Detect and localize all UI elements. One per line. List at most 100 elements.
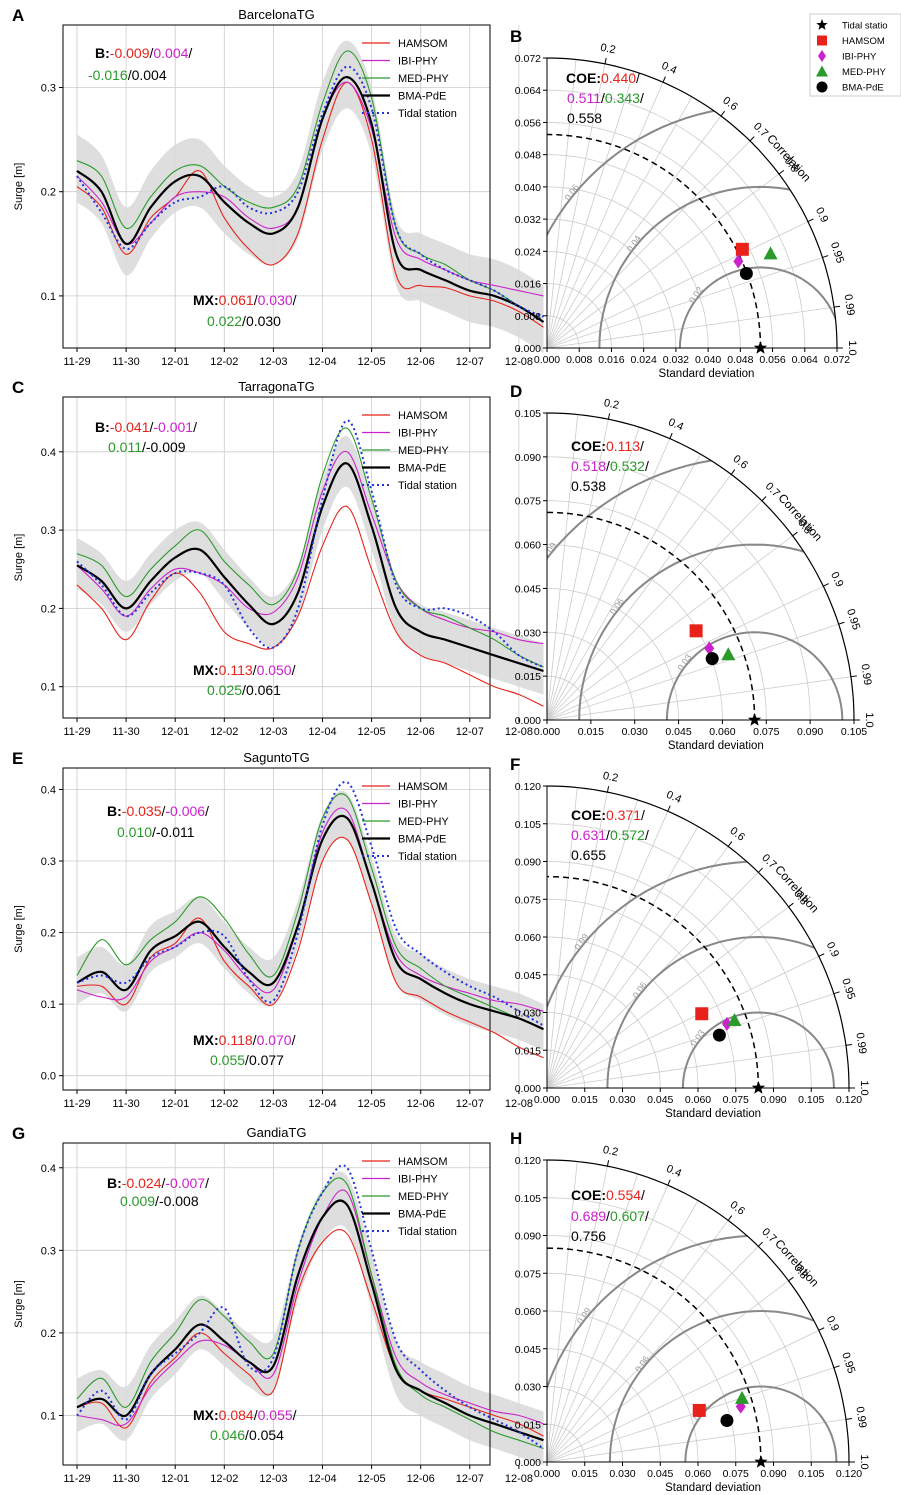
sd-arc <box>547 1423 586 1463</box>
series-line-hamsom <box>76 81 544 328</box>
correlation-tick-label: 0.99 <box>853 1032 868 1055</box>
annotation-value: COE: <box>571 807 606 823</box>
rms-contour <box>598 185 837 348</box>
y-tick-label: 0.030 <box>515 1382 541 1394</box>
annotation-value: -0.024 <box>122 1175 162 1191</box>
points <box>689 624 762 726</box>
mx-annotation: MX:0.113/0.050/ <box>193 662 296 678</box>
sd-arc <box>547 631 636 720</box>
annotation-value: B: <box>95 419 110 435</box>
rms-contour-label: 0.04 <box>625 234 643 254</box>
legend-label: MED-PHY <box>398 445 449 457</box>
annotation-value: / <box>640 438 644 454</box>
legend-label: MED-PHY <box>842 67 886 78</box>
correlation-tick <box>823 583 829 587</box>
x-tick-label: 12-06 <box>407 356 435 368</box>
annotation-value: / <box>128 67 132 83</box>
annotation-value: / <box>152 824 156 840</box>
bias-annotation-line2: 0.010/-0.011 <box>117 824 195 840</box>
sd-arc <box>547 186 709 348</box>
panel-letter: D <box>510 382 522 401</box>
annotation-value: 0.011 <box>108 439 142 455</box>
y-tick-label: 0.048 <box>515 150 541 162</box>
annotation-value: / <box>606 827 610 843</box>
rms-contour-label: 0.09 <box>540 540 558 560</box>
legend-label: BMA-PdE <box>398 834 446 846</box>
sd-arc <box>547 823 812 1089</box>
x-tick-label: 0.060 <box>685 1468 711 1480</box>
mx-annotation-line2: 0.055/0.077 <box>210 1052 284 1068</box>
rms-contours: 0.03 0.06 0.09 <box>547 860 849 1088</box>
annotation-value: / <box>188 45 192 61</box>
mx-annotation-line2: 0.022/0.030 <box>207 313 281 329</box>
point-med-phy <box>763 246 778 260</box>
annotation-value: / <box>245 1427 249 1443</box>
points <box>733 242 778 354</box>
x-tick-label: 0.045 <box>647 1094 673 1106</box>
coe-annotation-line3: 0.558 <box>567 110 602 126</box>
x-axis-label: Standard deviation <box>665 1482 761 1494</box>
x-tick-label: 12-03 <box>259 356 287 368</box>
correlation-tick <box>730 469 736 475</box>
y-tick-label: 0.072 <box>515 53 541 65</box>
outer-arc <box>546 1159 850 1463</box>
correlation-axis-label: Correlation <box>772 1237 822 1290</box>
panel-A: A BarcelonaTG Surge [m] 11-29 11-30 12-01 12-0… <box>12 6 545 368</box>
x-tick-label: 12-05 <box>358 726 386 738</box>
y-tick-label: 0.120 <box>515 781 541 793</box>
y-tick-label: 0.056 <box>515 117 541 129</box>
point-bma-pde <box>739 266 753 280</box>
correlation-ray <box>546 419 609 721</box>
correlation-ray <box>546 623 839 721</box>
rms-contours: 0.02 0.04 0.06 <box>547 105 837 348</box>
coe-annotation-line2: 0.511/0.343/ <box>567 90 644 106</box>
correlation-tick <box>662 76 666 83</box>
x-tick-label: 12-07 <box>456 356 484 368</box>
series-line-med-phy <box>76 427 544 668</box>
annotation-value: / <box>641 1187 645 1203</box>
rms-contour-label: 0.06 <box>608 596 626 616</box>
rms-contour <box>547 1234 849 1462</box>
legend-label: Tidal station <box>398 480 457 492</box>
panel-G: G GandiaTG Surge [m] 11-29 11-30 12-01 12-02 12… <box>12 1124 545 1485</box>
bias-annotation: B:-0.009/0.004/ <box>95 45 192 61</box>
annotation-value: / <box>645 458 649 474</box>
legend-label: IBI-PHY <box>398 799 438 811</box>
coe-annotation-line2: 0.518/0.532/ <box>571 458 649 474</box>
annotation-value: / <box>242 682 246 698</box>
legend-label: BMA-PdE <box>398 463 446 475</box>
x-tick-label: 0.030 <box>609 1094 635 1106</box>
y-tick-label: 0.000 <box>515 715 541 727</box>
correlation-ray <box>546 306 835 349</box>
sd-arc <box>547 1012 623 1088</box>
correlation-tick <box>727 841 733 847</box>
y-tick-label: 0.000 <box>515 343 541 355</box>
y-tick-label: 0.090 <box>515 1231 541 1243</box>
x-tick-label: 0.120 <box>836 1094 862 1106</box>
correlation-ray <box>546 257 823 349</box>
rms-contour-label: 0.09 <box>572 932 590 952</box>
mx-annotation-line2: 0.046/0.054 <box>210 1427 284 1443</box>
legend-label: HAMSOM <box>398 410 448 422</box>
annotation-value: 0.070 <box>257 1032 292 1048</box>
annotation-value: / <box>253 662 257 678</box>
correlation-tick <box>604 57 607 64</box>
correlation-tick <box>822 255 829 258</box>
y-tick-label: 0.000 <box>515 1457 541 1469</box>
legend: HAMSOM IBI-PHY MED-PHY BMA-PdE Tidal station <box>362 1156 457 1238</box>
x-tick-label: 12-05 <box>358 356 386 368</box>
correlation-axis-label: Correlation <box>764 132 814 185</box>
point-hamsom <box>689 624 703 638</box>
correlation-ray <box>546 173 780 349</box>
point-hamsom <box>695 1007 709 1021</box>
y-tick-label: 0.075 <box>515 496 541 508</box>
x-tick-label: 0.000 <box>534 1094 560 1106</box>
annotation-value: 0.371 <box>606 807 641 823</box>
annotation-value: / <box>292 662 296 678</box>
y-tick-label: 0.1 <box>41 682 56 694</box>
annotation-value: 0.054 <box>249 1427 284 1443</box>
bias-annotation-line2: 0.009/-0.008 <box>120 1193 199 1209</box>
annotation-value: / <box>641 807 645 823</box>
correlation-tick <box>749 136 755 142</box>
plot-frame <box>62 1142 491 1466</box>
